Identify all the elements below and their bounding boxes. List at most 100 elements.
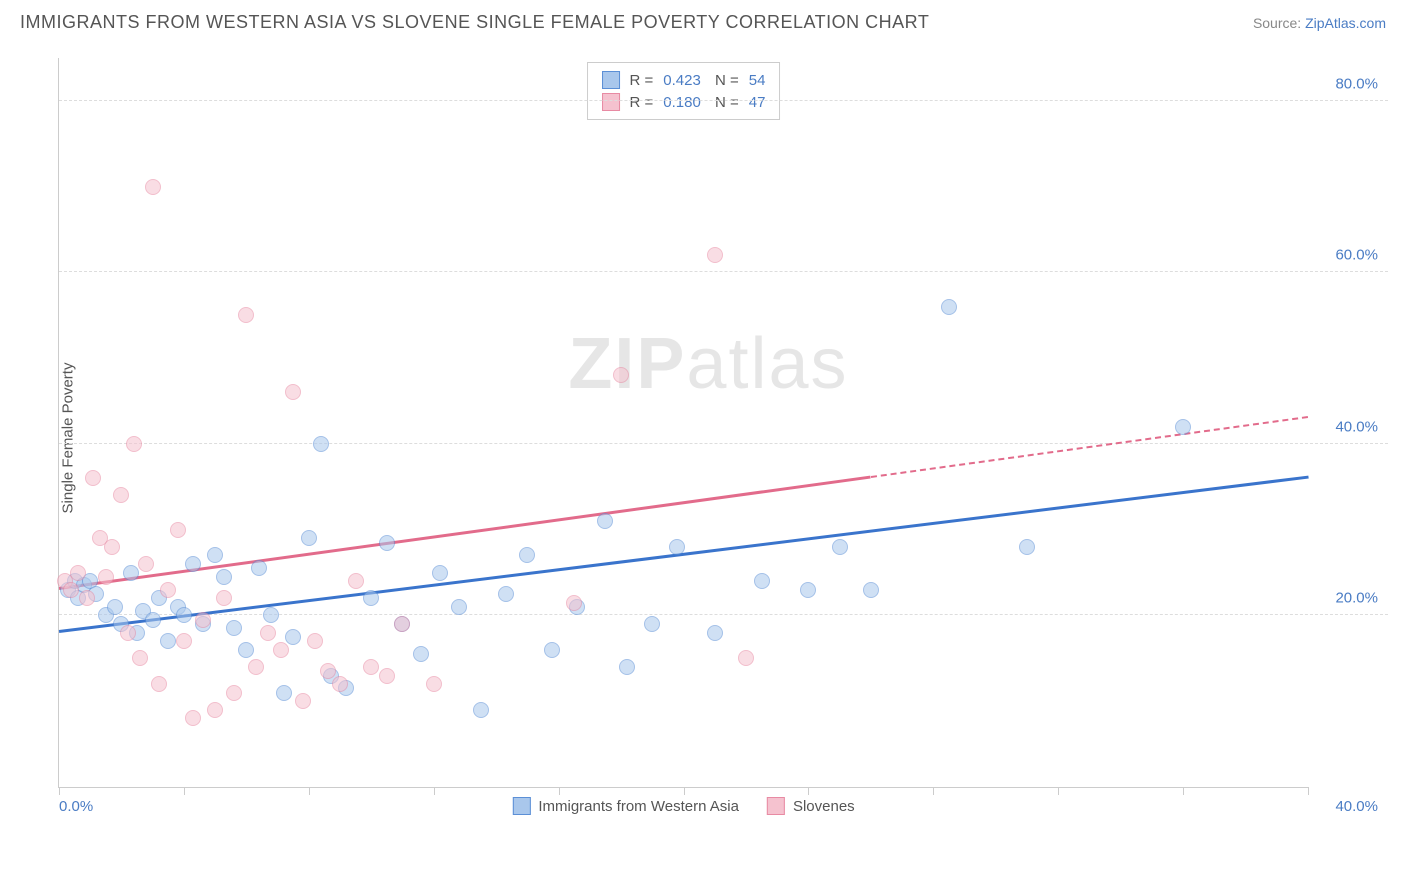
legend-series: Immigrants from Western Asia Slovenes (512, 797, 854, 815)
x-tick (309, 787, 310, 795)
legend-row-series-b: R = 0.180 N = 47 (602, 91, 766, 113)
data-point (238, 307, 254, 323)
legend-bottom-swatch-a (512, 797, 530, 815)
data-point (1019, 539, 1035, 555)
legend-bottom-label-b: Slovenes (793, 798, 855, 815)
data-point (1175, 419, 1191, 435)
legend-item-b: Slovenes (767, 797, 855, 815)
x-tick (808, 787, 809, 795)
data-point (363, 590, 379, 606)
data-point (285, 384, 301, 400)
x-tick (684, 787, 685, 795)
watermark-bold: ZIP (568, 324, 686, 404)
legend-swatch-a (602, 71, 620, 89)
data-point (273, 642, 289, 658)
x-axis-min-label: 0.0% (59, 798, 93, 815)
data-point (126, 436, 142, 452)
watermark-rest: atlas (686, 324, 848, 404)
data-point (566, 595, 582, 611)
data-point (800, 582, 816, 598)
y-tick-label: 60.0% (1335, 247, 1378, 264)
data-point (320, 663, 336, 679)
data-point (207, 702, 223, 718)
data-point (195, 612, 211, 628)
legend-item-a: Immigrants from Western Asia (512, 797, 739, 815)
data-point (238, 642, 254, 658)
data-point (120, 625, 136, 641)
trend-line-extrapolated (871, 416, 1308, 478)
data-point (613, 367, 629, 383)
data-point (301, 530, 317, 546)
data-point (669, 539, 685, 555)
data-point (132, 650, 148, 666)
data-point (276, 685, 292, 701)
data-point (644, 616, 660, 632)
data-point (98, 569, 114, 585)
data-point (70, 565, 86, 581)
x-tick (1183, 787, 1184, 795)
data-point (313, 436, 329, 452)
data-point (597, 513, 613, 529)
data-point (160, 633, 176, 649)
chart-header: IMMIGRANTS FROM WESTERN ASIA VS SLOVENE … (0, 0, 1406, 41)
legend-n-label-b: N = (711, 94, 739, 111)
data-point (216, 569, 232, 585)
data-point (348, 573, 364, 589)
data-point (473, 702, 489, 718)
data-point (394, 616, 410, 632)
gridline (59, 271, 1388, 272)
legend-n-value-b: 47 (749, 94, 766, 111)
data-point (832, 539, 848, 555)
data-point (379, 535, 395, 551)
y-tick-label: 40.0% (1335, 418, 1378, 435)
data-point (226, 685, 242, 701)
x-tick (434, 787, 435, 795)
data-point (176, 607, 192, 623)
gridline (59, 443, 1388, 444)
source-label: Source: (1253, 15, 1305, 31)
data-point (226, 620, 242, 636)
gridline (59, 100, 1388, 101)
data-point (432, 565, 448, 581)
data-point (307, 633, 323, 649)
data-point (160, 582, 176, 598)
x-axis-max-label: 40.0% (1335, 798, 1378, 815)
data-point (63, 582, 79, 598)
data-point (707, 247, 723, 263)
data-point (263, 607, 279, 623)
data-point (285, 629, 301, 645)
data-point (185, 556, 201, 572)
legend-row-series-a: R = 0.423 N = 54 (602, 69, 766, 91)
x-tick (933, 787, 934, 795)
data-point (295, 693, 311, 709)
data-point (176, 633, 192, 649)
legend-n-label-a: N = (711, 72, 739, 89)
legend-n-value-a: 54 (749, 72, 766, 89)
data-point (85, 470, 101, 486)
plot-region: ZIPatlas R = 0.423 N = 54 R = 0.180 N = … (58, 58, 1308, 788)
data-point (738, 650, 754, 666)
data-point (104, 539, 120, 555)
source-link[interactable]: ZipAtlas.com (1305, 15, 1386, 31)
x-tick (1308, 787, 1309, 795)
chart-title: IMMIGRANTS FROM WESTERN ASIA VS SLOVENE … (20, 12, 929, 33)
x-tick (1058, 787, 1059, 795)
data-point (363, 659, 379, 675)
data-point (619, 659, 635, 675)
data-point (426, 676, 442, 692)
data-point (379, 668, 395, 684)
x-tick (184, 787, 185, 795)
data-point (248, 659, 264, 675)
data-point (79, 590, 95, 606)
data-point (251, 560, 267, 576)
data-point (498, 586, 514, 602)
data-point (754, 573, 770, 589)
legend-r-label-b: R = (630, 94, 654, 111)
data-point (207, 547, 223, 563)
trend-line (59, 476, 1308, 633)
data-point (544, 642, 560, 658)
data-point (145, 179, 161, 195)
legend-correlation: R = 0.423 N = 54 R = 0.180 N = 47 (587, 62, 781, 120)
data-point (107, 599, 123, 615)
data-point (185, 710, 201, 726)
